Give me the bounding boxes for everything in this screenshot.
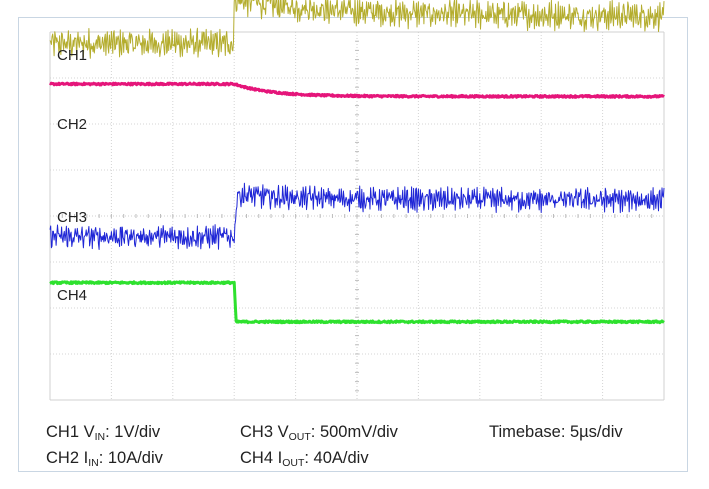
ch4-trace	[49, 280, 665, 325]
ch2-trace	[48, 81, 665, 99]
scope-frame	[18, 17, 688, 472]
ch1-label: CH1	[57, 47, 87, 64]
graticule	[49, 31, 665, 401]
traces	[48, 0, 665, 325]
ch2-label: CH2	[57, 116, 87, 133]
ch4-label: CH4	[57, 287, 87, 304]
ch3-trace	[49, 182, 665, 250]
ch1-trace	[49, 0, 665, 59]
ch3-label: CH3	[57, 209, 87, 226]
